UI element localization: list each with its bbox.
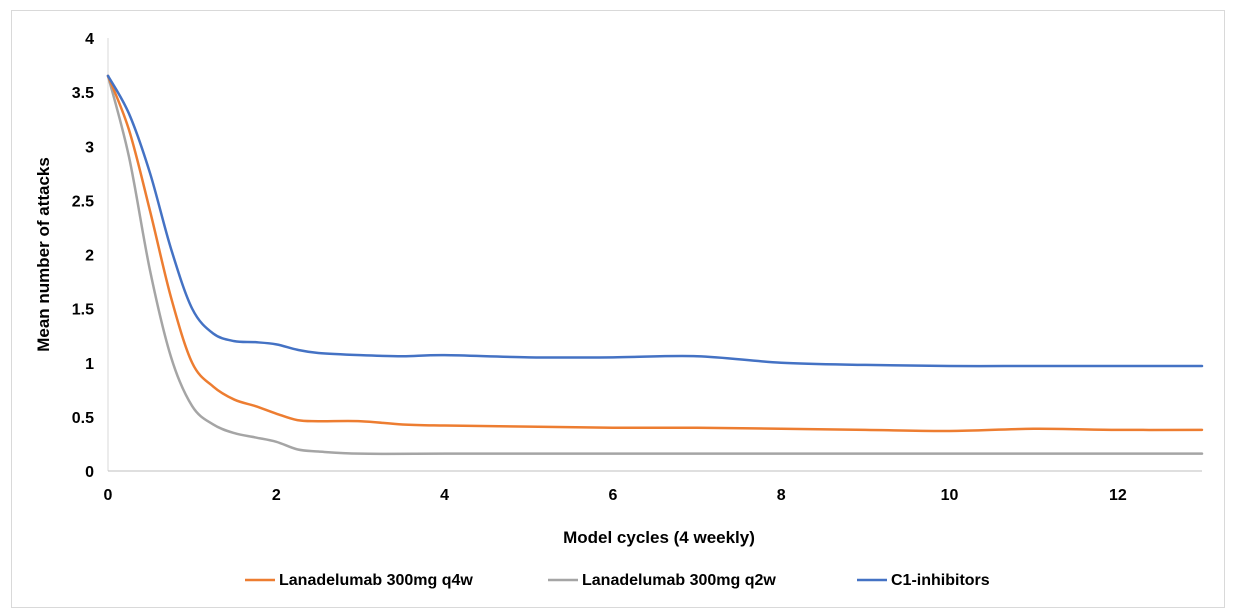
x-tick-label: 4: [440, 487, 449, 504]
y-tick-label: 1: [85, 356, 94, 373]
series-line-lanadelumab-300mg-q4w: [106, 74, 1204, 433]
x-axis-ticks: 0 2 4 6 8 10 12: [104, 487, 1127, 504]
legend-item-c1-inhibitors: C1-inhibitors: [857, 572, 990, 589]
x-tick-label: 10: [941, 487, 959, 504]
series-line-lanadelumab-300mg-q2w: [106, 74, 1204, 456]
y-axis-title: Mean number of attacks: [34, 157, 53, 352]
y-tick-label: 2: [85, 248, 94, 265]
x-tick-label: 8: [777, 487, 786, 504]
legend-label: Lanadelumab 300mg q2w: [582, 572, 776, 589]
y-tick-label: 2.5: [72, 193, 94, 210]
y-tick-label: 3.5: [72, 85, 94, 102]
y-tick-label: 4: [85, 31, 94, 48]
legend: Lanadelumab 300mg q4w Lanadelumab 300mg q…: [245, 572, 990, 589]
legend-label: Lanadelumab 300mg q4w: [279, 572, 473, 589]
legend-item-lanadelumab-300mg-q4w: Lanadelumab 300mg q4w: [245, 572, 473, 589]
y-tick-label: 1.5: [72, 302, 94, 319]
y-axis-ticks: 0 0.5 1 1.5 2 2.5 3 3.5 4: [72, 31, 94, 481]
x-tick-label: 6: [608, 487, 617, 504]
x-tick-label: 12: [1109, 487, 1127, 504]
y-tick-label: 3: [85, 139, 94, 156]
legend-label: C1-inhibitors: [891, 572, 990, 589]
series-lines: [106, 74, 1204, 456]
legend-item-lanadelumab-300mg-q2w: Lanadelumab 300mg q2w: [548, 572, 776, 589]
chart-frame: 0 0.5 1 1.5 2 2.5 3 3.5 4 0 2 4 6 8 10 12 Mean number …: [11, 10, 1225, 608]
y-tick-label: 0.5: [72, 410, 94, 427]
x-axis-title: Model cycles (4 weekly): [563, 528, 755, 547]
series-line-c1-inhibitors: [106, 74, 1204, 368]
line-chart: 0 0.5 1 1.5 2 2.5 3 3.5 4 0 2 4 6 8 10 12 Mean number …: [34, 31, 1204, 589]
y-tick-label: 0: [85, 464, 94, 481]
x-tick-label: 2: [272, 487, 281, 504]
x-tick-label: 0: [104, 487, 113, 504]
